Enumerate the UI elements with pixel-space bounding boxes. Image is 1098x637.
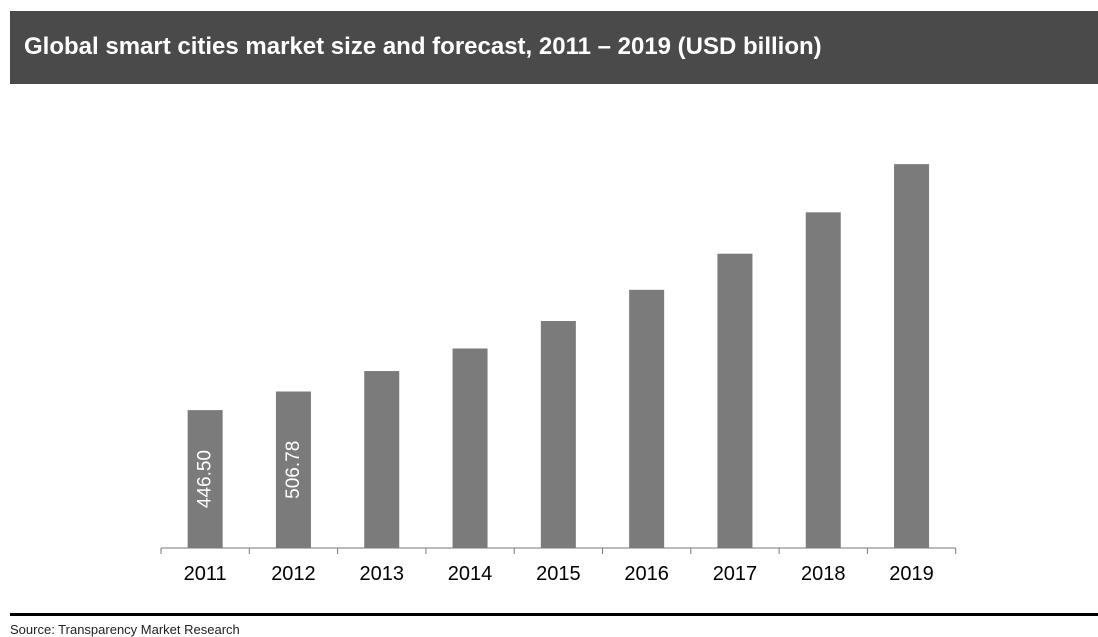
x-tick-label-2018: 2018 xyxy=(801,563,846,585)
bar-2015 xyxy=(540,321,576,548)
x-tick-label-2016: 2016 xyxy=(624,563,669,585)
chart-title: Global smart cities market size and fore… xyxy=(24,33,822,60)
x-tick-label-2019: 2019 xyxy=(889,563,934,585)
bar-chart: 446.50 2011 506.78 2012 2013 2014 2015 2016 2017… xyxy=(160,164,957,585)
x-tick-label-2015: 2015 xyxy=(536,563,581,585)
bar-2017 xyxy=(717,253,753,549)
bar-2019 xyxy=(894,164,930,548)
data-label-2012: 506.78 xyxy=(283,441,304,499)
bar-2016 xyxy=(629,289,665,548)
x-tick-label-2011: 2011 xyxy=(184,563,227,585)
bar-2014 xyxy=(452,348,488,548)
bar-2012 xyxy=(275,391,311,548)
bar-2013 xyxy=(364,371,400,548)
bar-2018 xyxy=(805,212,841,548)
plot-area: 446.50 2011 506.78 2012 2013 2014 2015 2016 2017… xyxy=(10,84,1098,614)
bottom-divider xyxy=(10,613,1098,616)
bar-2011 xyxy=(187,410,223,548)
x-tick-label-2014: 2014 xyxy=(448,563,493,585)
x-tick-label-2013: 2013 xyxy=(360,563,405,585)
source-note: Source: Transparency Market Research xyxy=(10,622,240,637)
title-bar: Global smart cities market size and fore… xyxy=(10,11,1098,84)
x-tick-label-2017: 2017 xyxy=(713,563,758,585)
data-label-2011: 446.50 xyxy=(195,450,216,508)
x-tick-label-2012: 2012 xyxy=(271,563,316,585)
